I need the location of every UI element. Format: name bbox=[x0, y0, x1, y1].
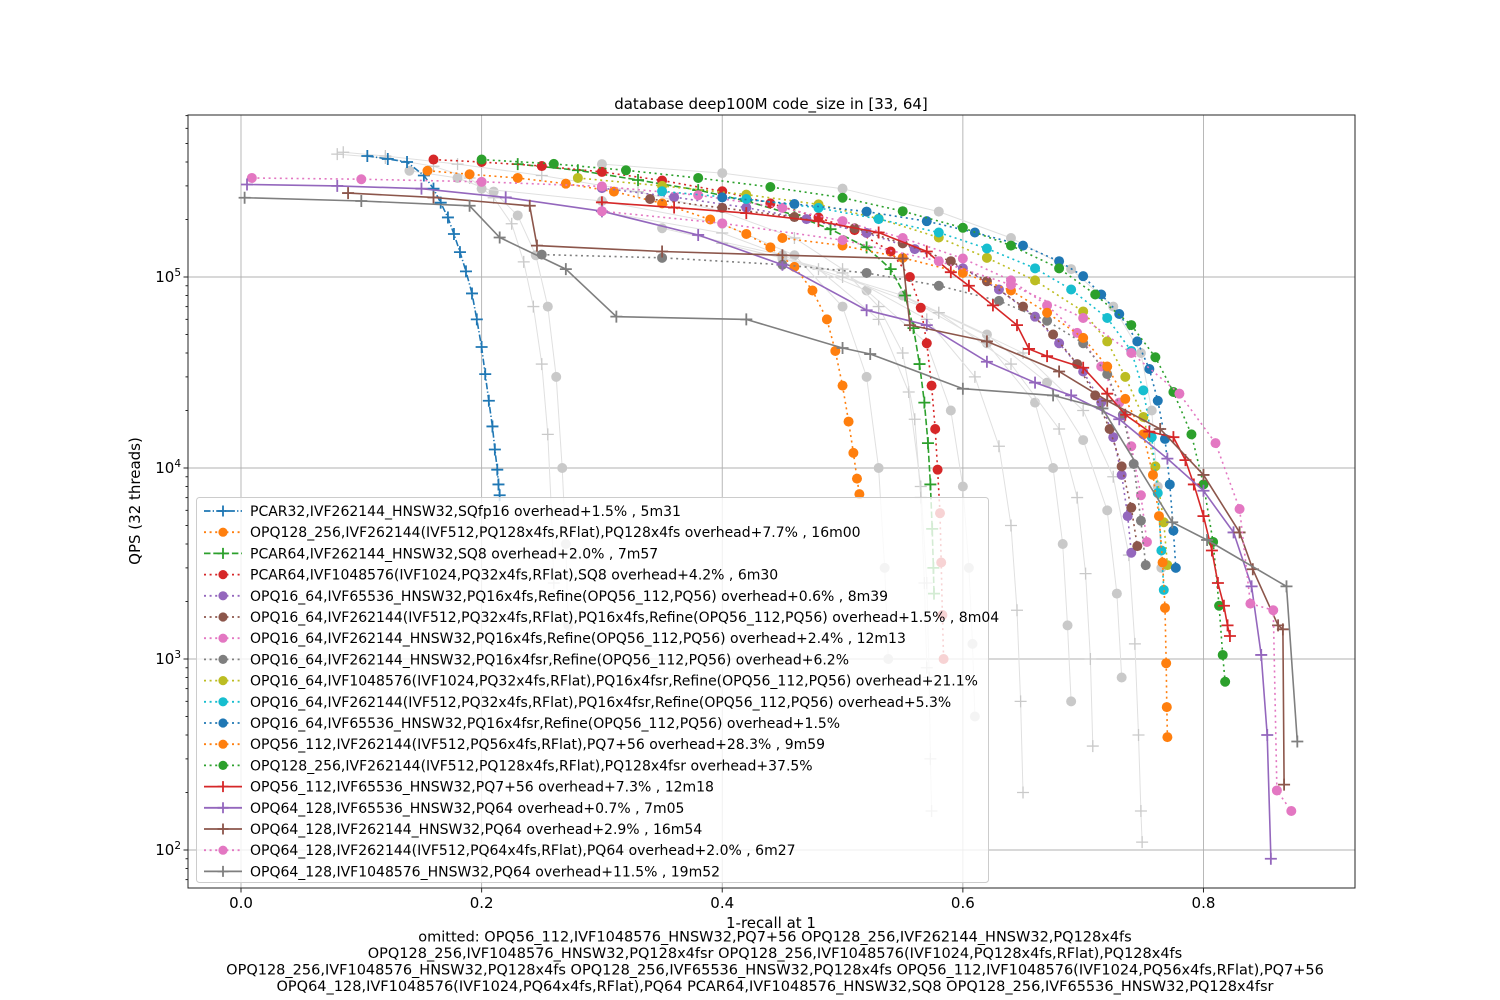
series-11 bbox=[777, 233, 1173, 743]
legend-entry-10: OPQ16_64,IVF65536_HNSW32,PQ16x4fsr,Refin… bbox=[204, 716, 840, 732]
series-14 bbox=[241, 178, 1277, 865]
x-tick-label: 0.0 bbox=[229, 894, 253, 912]
legend-entry-6: OPQ16_64,IVF262144_HNSW32,PQ16x4fs,Refin… bbox=[204, 631, 906, 647]
x-tick-label: 0.8 bbox=[1192, 894, 1216, 912]
legend-entry-label: OPQ16_64,IVF1048576(IVF1024,PQ32x4fs,RFl… bbox=[250, 674, 978, 690]
y-axis-label: QPS (32 threads) bbox=[126, 437, 144, 565]
series-15 bbox=[342, 187, 1291, 791]
legend-box: PCAR32,IVF262144_HNSW32,SQfp16 overhead+… bbox=[196, 497, 999, 883]
chart-title: database deep100M code_size in [33, 64] bbox=[614, 95, 928, 114]
legend-entry-16: OPQ64_128,IVF262144(IVF512,PQ64x4fs,RFla… bbox=[204, 843, 796, 859]
legend-entry-label: OPQ16_64,IVF262144_HNSW32,PQ16x4fsr,Refi… bbox=[250, 652, 849, 668]
legend-entry-label: PCAR64,IVF1048576(IVF1024,PQ32x4fs,RFlat… bbox=[250, 568, 778, 584]
x-tick-label: 0.4 bbox=[710, 894, 734, 912]
series-16 bbox=[596, 206, 1297, 817]
legend-entry-label: OPQ16_64,IVF65536_HNSW32,PQ16x4fs,Refine… bbox=[250, 589, 888, 605]
y-tick-label: 105 bbox=[155, 267, 181, 286]
footer-line: omitted: OPQ56_112,IVF1048576_HNSW32,PQ7… bbox=[418, 930, 1131, 946]
legend-entry-13: OPQ56_112,IVF65536_HNSW32,PQ7+56 overhea… bbox=[204, 780, 714, 796]
legend-entry-label: OPQ64_128,IVF65536_HNSW32,PQ64 overhead+… bbox=[250, 801, 684, 817]
axes-frame bbox=[187, 114, 1356, 889]
legend-entry-label: OPQ56_112,IVF65536_HNSW32,PQ7+56 overhea… bbox=[250, 780, 714, 796]
legend-entry-label: OPQ16_64,IVF65536_HNSW32,PQ16x4fsr,Refin… bbox=[250, 716, 840, 732]
legend-entry-14: OPQ64_128,IVF65536_HNSW32,PQ64 overhead+… bbox=[204, 801, 684, 817]
legend-entry-3: PCAR64,IVF1048576(IVF1024,PQ32x4fs,RFlat… bbox=[204, 568, 778, 584]
legend-entry-15: OPQ64_128,IVF262144_HNSW32,PQ64 overhead… bbox=[204, 822, 702, 838]
legend-entry-9: OPQ16_64,IVF262144(IVF512,PQ32x4fs,RFlat… bbox=[204, 695, 951, 711]
footer-line: OPQ64_128,IVF1048576(IVF1024,PQ64x4fs,RF… bbox=[277, 979, 1274, 995]
x-axis-label: 1-recall at 1 bbox=[726, 914, 816, 932]
x-tick-label: 0.2 bbox=[470, 894, 494, 912]
legend-entry-label: OPQ16_64,IVF262144(IVF512,PQ32x4fs,RFlat… bbox=[250, 610, 999, 626]
legend-entry-0: PCAR32,IVF262144_HNSW32,SQfp16 overhead+… bbox=[204, 504, 681, 520]
legend-entry-2: PCAR64,IVF262144_HNSW32,SQ8 overhead+2.0… bbox=[204, 546, 658, 562]
legend-entry-11: OPQ56_112,IVF262144(IVF512,PQ56x4fs,RFla… bbox=[204, 737, 825, 753]
legend-entry-label: PCAR32,IVF262144_HNSW32,SQfp16 overhead+… bbox=[250, 504, 681, 520]
y-tick-label: 103 bbox=[155, 649, 181, 668]
legend-entry-label: OPQ128_256,IVF262144(IVF512,PQ128x4fs,RF… bbox=[250, 525, 861, 541]
y-tick-labels: 102 103 104 105 bbox=[155, 267, 181, 859]
legend-entry-17: OPQ64_128,IVF1048576_HNSW32,PQ64 overhea… bbox=[204, 864, 720, 880]
omitted-series-5 bbox=[716, 237, 1030, 799]
footer-line: OPQ128_256,IVF1048576_HNSW32,PQ128x4fs O… bbox=[226, 963, 1324, 979]
legend-entry-label: OPQ128_256,IVF262144(IVF512,PQ128x4fs,RF… bbox=[250, 758, 813, 774]
legend-entry-7: OPQ16_64,IVF262144_HNSW32,PQ16x4fsr,Refi… bbox=[204, 652, 849, 668]
legend-entry-label: OPQ64_128,IVF262144_HNSW32,PQ64 overhead… bbox=[250, 822, 702, 838]
legend-entry-5: OPQ16_64,IVF262144(IVF512,PQ32x4fs,RFlat… bbox=[204, 610, 999, 626]
legend-entry-label: OPQ56_112,IVF262144(IVF512,PQ56x4fs,RFla… bbox=[250, 737, 825, 753]
legend-entry-12: OPQ128_256,IVF262144(IVF512,PQ128x4fs,RF… bbox=[204, 758, 813, 774]
legend-entry-8: OPQ16_64,IVF1048576(IVF1024,PQ32x4fs,RFl… bbox=[204, 674, 978, 690]
y-tick-label: 102 bbox=[155, 840, 181, 859]
legend-entry-4: OPQ16_64,IVF65536_HNSW32,PQ16x4fs,Refine… bbox=[204, 589, 888, 605]
series-17 bbox=[238, 191, 1304, 748]
series-10 bbox=[717, 192, 1181, 573]
legend-entry-label: OPQ64_128,IVF262144(IVF512,PQ64x4fs,RFla… bbox=[250, 843, 796, 859]
legend-entry-label: OPQ64_128,IVF1048576_HNSW32,PQ64 overhea… bbox=[250, 864, 720, 880]
legend-entry-label: OPQ16_64,IVF262144_HNSW32,PQ16x4fs,Refin… bbox=[250, 631, 906, 647]
omitted-series-7 bbox=[836, 271, 1099, 753]
x-tick-labels: 0.0 0.2 0.4 0.6 0.8 bbox=[229, 894, 1215, 912]
footer-omitted-text: omitted: OPQ56_112,IVF1048576_HNSW32,PQ7… bbox=[226, 930, 1324, 996]
legend-entry-1: OPQ128_256,IVF262144(IVF512,PQ128x4fs,RF… bbox=[204, 525, 861, 541]
axis-ticks bbox=[183, 115, 1204, 893]
x-tick-label: 0.6 bbox=[951, 894, 975, 912]
y-tick-label: 104 bbox=[155, 458, 181, 477]
legend-entry-label: OPQ16_64,IVF262144(IVF512,PQ32x4fs,RFlat… bbox=[250, 695, 951, 711]
omitted-series-0 bbox=[331, 148, 560, 589]
legend-entry-label: PCAR64,IVF262144_HNSW32,SQ8 overhead+2.0… bbox=[250, 546, 658, 562]
series-13 bbox=[595, 196, 1236, 642]
footer-line: OPQ128_256,IVF1048576_HNSW32,PQ128x4fsr … bbox=[368, 946, 1182, 962]
omitted-series-8 bbox=[897, 290, 1127, 683]
series-12 bbox=[476, 154, 1231, 687]
